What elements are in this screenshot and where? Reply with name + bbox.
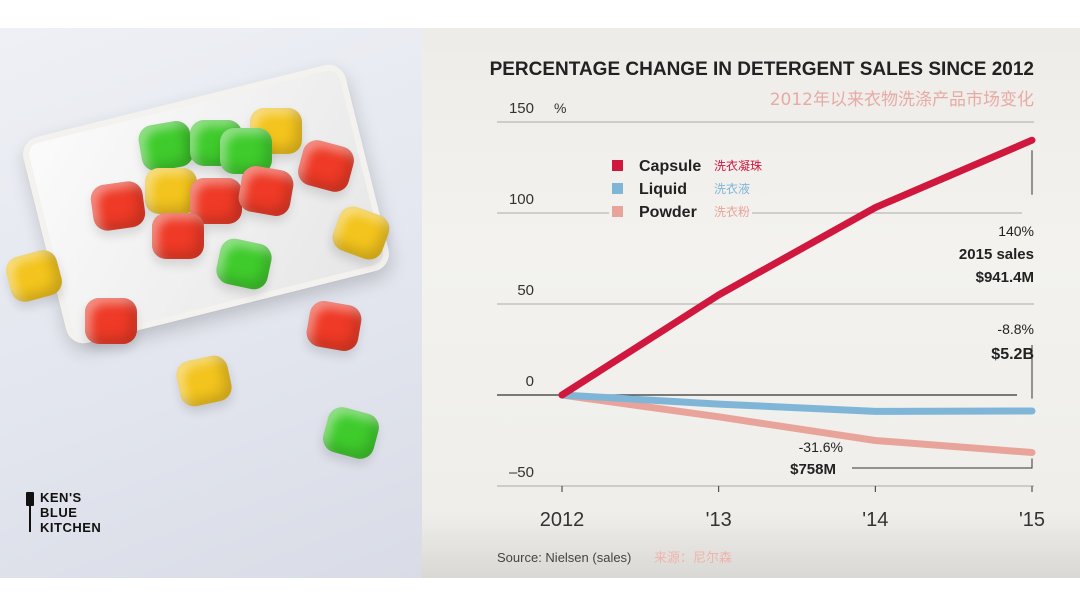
legend-swatch-powder xyxy=(612,206,623,217)
logo-line: BLUE xyxy=(40,505,78,520)
source-note-cn: 来源：尼尔森 xyxy=(654,551,732,566)
annotation-powder: $758M xyxy=(790,461,836,478)
series-line-capsule xyxy=(558,136,1036,399)
spatula-icon xyxy=(26,492,34,532)
x-tick-label: '15 xyxy=(1019,509,1045,531)
pod xyxy=(236,163,296,219)
pod xyxy=(85,298,137,344)
x-tick-label: '13 xyxy=(706,509,732,531)
annotation-powder: -31.6% xyxy=(799,439,843,455)
pod xyxy=(89,179,147,233)
pod xyxy=(319,404,383,462)
y-tick-label: 100 xyxy=(509,191,534,208)
logo-line: KITCHEN xyxy=(40,520,102,535)
y-tick-label: 50 xyxy=(517,282,534,299)
legend-label-cn: 洗衣液 xyxy=(714,181,750,196)
y-axis-unit: % xyxy=(554,100,566,116)
line-chart: PERCENTAGE CHANGE IN DETERGENT SALES SIN… xyxy=(490,59,1045,566)
chart-panel: PERCENTAGE CHANGE IN DETERGENT SALES SIN… xyxy=(422,28,1080,578)
legend-label: Liquid xyxy=(639,181,687,198)
series-line-powder xyxy=(558,391,1036,457)
annotation-leader xyxy=(852,458,1033,469)
legend-label: Powder xyxy=(639,204,697,221)
source-note: Source: Nielsen (sales) xyxy=(497,550,631,565)
chart-title: PERCENTAGE CHANGE IN DETERGENT SALES SIN… xyxy=(490,59,1034,80)
x-tick-label: 2012 xyxy=(540,509,585,531)
pod xyxy=(145,168,197,214)
annotation-capsule: $941.4M xyxy=(976,269,1034,286)
y-tick-label: 150 xyxy=(509,100,534,117)
pod xyxy=(173,353,235,409)
detergent-pods-photo: KEN'S BLUE KITCHEN xyxy=(0,28,422,578)
legend-swatch-capsule xyxy=(612,160,623,171)
legend-label: Capsule xyxy=(639,158,701,175)
annotation-liquid: -8.8% xyxy=(997,321,1034,337)
legend-label-cn: 洗衣粉 xyxy=(714,204,750,219)
logo-line: KEN'S xyxy=(40,490,82,505)
pod xyxy=(304,298,364,354)
kens-blue-kitchen-logo: KEN'S BLUE KITCHEN xyxy=(26,490,101,535)
pod xyxy=(152,213,204,259)
legend-swatch-liquid xyxy=(612,183,623,194)
y-tick-label: 0 xyxy=(526,373,534,390)
annotation-capsule: 2015 sales xyxy=(959,246,1034,263)
legend-label-cn: 洗衣凝珠 xyxy=(714,158,762,173)
series-line-liquid xyxy=(558,391,1036,415)
annotation-liquid: $5.2B xyxy=(991,346,1034,363)
chart-subtitle: 2012年以来衣物洗涤产品市场变化 xyxy=(770,90,1034,110)
y-tick-label: –50 xyxy=(509,464,534,481)
x-tick-label: '14 xyxy=(862,509,888,531)
annotation-capsule: 140% xyxy=(998,223,1034,239)
